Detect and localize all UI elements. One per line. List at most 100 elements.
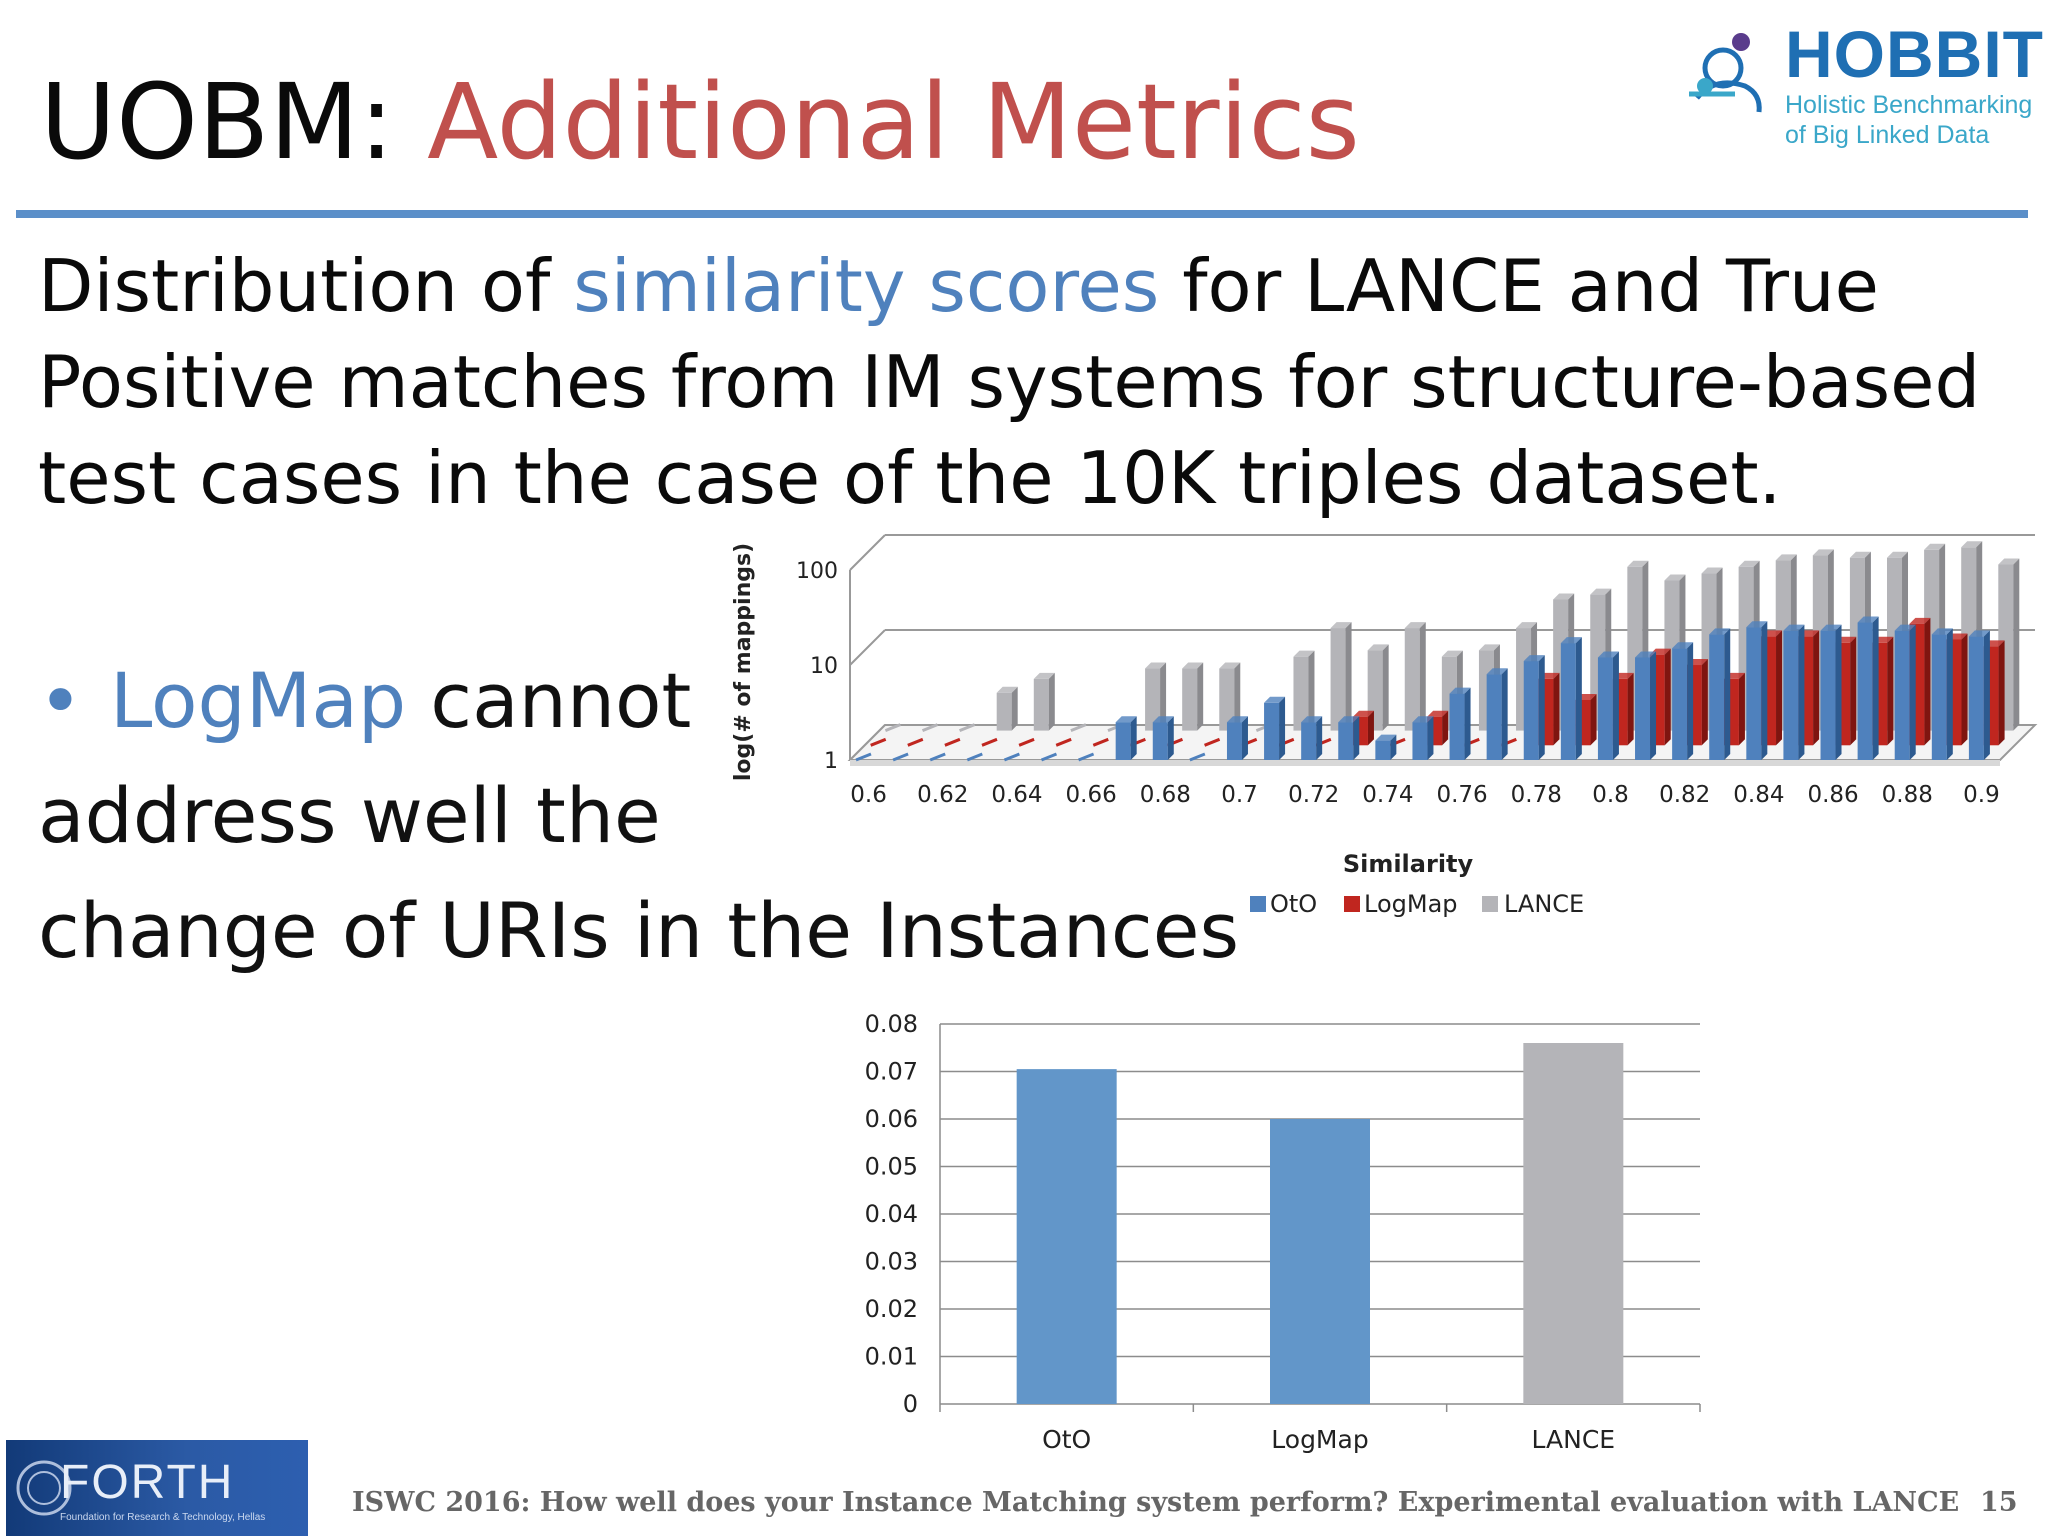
bar-lance <box>884 723 901 732</box>
bar-top <box>1486 668 1508 675</box>
bar-lance <box>1367 644 1389 731</box>
y-tick-label: 1 <box>824 749 838 774</box>
bar-side <box>1279 696 1286 760</box>
bar-oto <box>929 752 946 762</box>
bar-front <box>1486 674 1502 760</box>
zero-bar-mark <box>966 752 983 762</box>
bar-top <box>1590 588 1612 595</box>
x-tick-label: 0.72 <box>1288 782 1339 808</box>
x-tick-label: LogMap <box>1271 1425 1368 1454</box>
bar-front <box>1404 628 1420 731</box>
bar-top <box>1857 616 1879 623</box>
bar-top <box>1894 624 1916 631</box>
x-tick-label: 0.9 <box>1963 782 2000 808</box>
bar-side <box>1241 716 1248 760</box>
average-similarity-bar-chart: 0 0.01 0.02 0.03 0.04 0.05 0.06 0.07 0.08 OtO Log… <box>865 1010 1701 1454</box>
y-tick-label: 0.02 <box>865 1295 918 1323</box>
bar-oto <box>1115 716 1137 760</box>
legend-lance-label: LANCE <box>1504 890 1584 918</box>
zero-bar-mark <box>959 723 976 732</box>
bar-oto <box>1968 630 1990 760</box>
bar-side <box>1367 710 1374 746</box>
bar-logmap <box>944 737 961 747</box>
bar-side <box>1553 672 1560 746</box>
bar-logmap <box>1055 737 1072 747</box>
y-tick-label: 0.08 <box>865 1010 918 1038</box>
bar-front <box>1597 657 1613 760</box>
bar-side <box>2013 558 2020 731</box>
bar-top <box>996 686 1018 693</box>
bar-oto <box>1189 752 1206 762</box>
hobbit-logo-icon <box>1689 33 1762 113</box>
bar-side <box>1048 672 1055 731</box>
bar-oto <box>1486 668 1508 760</box>
bar-oto <box>1820 624 1842 760</box>
bullet-highlight: LogMap <box>110 656 407 745</box>
x-tick-label: 0.66 <box>1066 782 1117 808</box>
bar-oto <box>1783 624 1805 760</box>
bar-oto <box>1301 716 1323 760</box>
forth-tagline: Foundation for Research & Technology, He… <box>60 1512 266 1523</box>
bar-front <box>1033 678 1049 731</box>
zero-bar-mark <box>1078 752 1095 762</box>
title-divider <box>16 210 2028 218</box>
x-tick-label: OtO <box>1042 1425 1091 1454</box>
chart1-x-axis-label: Similarity <box>1343 850 1474 878</box>
intro-part1: Distribution of <box>38 244 574 328</box>
bar-top <box>1115 716 1137 723</box>
zero-bar-mark <box>907 737 924 747</box>
bar-oto <box>1264 696 1286 760</box>
bar-side <box>1427 716 1434 760</box>
bar-top <box>1441 650 1463 657</box>
bullet-rest: cannot <box>406 656 692 745</box>
bar-oto <box>1016 1069 1117 1404</box>
bar-side <box>1724 628 1731 760</box>
bar-oto <box>1597 651 1619 760</box>
bar-side <box>1664 648 1671 746</box>
zero-bar-mark <box>1040 752 1058 762</box>
bar-front <box>1857 622 1873 760</box>
bar-logmap <box>1270 1119 1370 1404</box>
bar-side <box>1353 716 1360 760</box>
legend-oto-label: OtO <box>1270 890 1317 918</box>
bar-lance <box>921 723 939 732</box>
bar-side <box>1872 616 1879 760</box>
bar-side <box>1575 637 1582 760</box>
bar-lance <box>1070 723 1087 732</box>
zero-bar-mark <box>884 723 901 732</box>
bar-side <box>1813 630 1820 746</box>
y-tick-label: 0.06 <box>865 1105 918 1133</box>
bar-top <box>1404 622 1426 629</box>
y-tick-label: 0 <box>903 1390 918 1418</box>
bar-side <box>1308 650 1315 731</box>
bar-top <box>1775 554 1797 561</box>
bar-front <box>1367 650 1383 731</box>
title-prefix: UOBM: <box>40 61 428 183</box>
zero-bar-mark <box>1055 737 1072 747</box>
bar-top <box>1783 624 1805 631</box>
bar-side <box>1345 622 1352 731</box>
bar-top <box>1968 630 1990 637</box>
zero-bar-mark <box>981 737 998 747</box>
bar-top <box>1219 662 1241 669</box>
bar-top <box>1961 541 1983 548</box>
bar-top <box>1738 560 1760 567</box>
bar-oto <box>1003 752 1020 762</box>
bullet-item: • LogMap cannot <box>38 655 691 747</box>
zero-bar-mark <box>944 737 961 747</box>
bar-lance <box>959 723 976 732</box>
bar-side <box>1167 716 1174 760</box>
x-tick-label: 0.76 <box>1436 782 1487 808</box>
bar-side <box>1590 693 1597 746</box>
bar-oto <box>1078 752 1095 762</box>
bar-side <box>1464 687 1471 760</box>
bar-top <box>1709 628 1731 635</box>
bar-lance <box>1330 622 1352 731</box>
chart1-bars <box>855 541 2020 762</box>
x-tick-label: LANCE <box>1532 1425 1616 1454</box>
x-tick-label: 0.84 <box>1733 782 1784 808</box>
bar-front <box>1560 643 1576 760</box>
bar-front <box>1709 634 1725 760</box>
bar-front <box>1412 722 1428 760</box>
zero-bar-mark <box>870 737 887 747</box>
